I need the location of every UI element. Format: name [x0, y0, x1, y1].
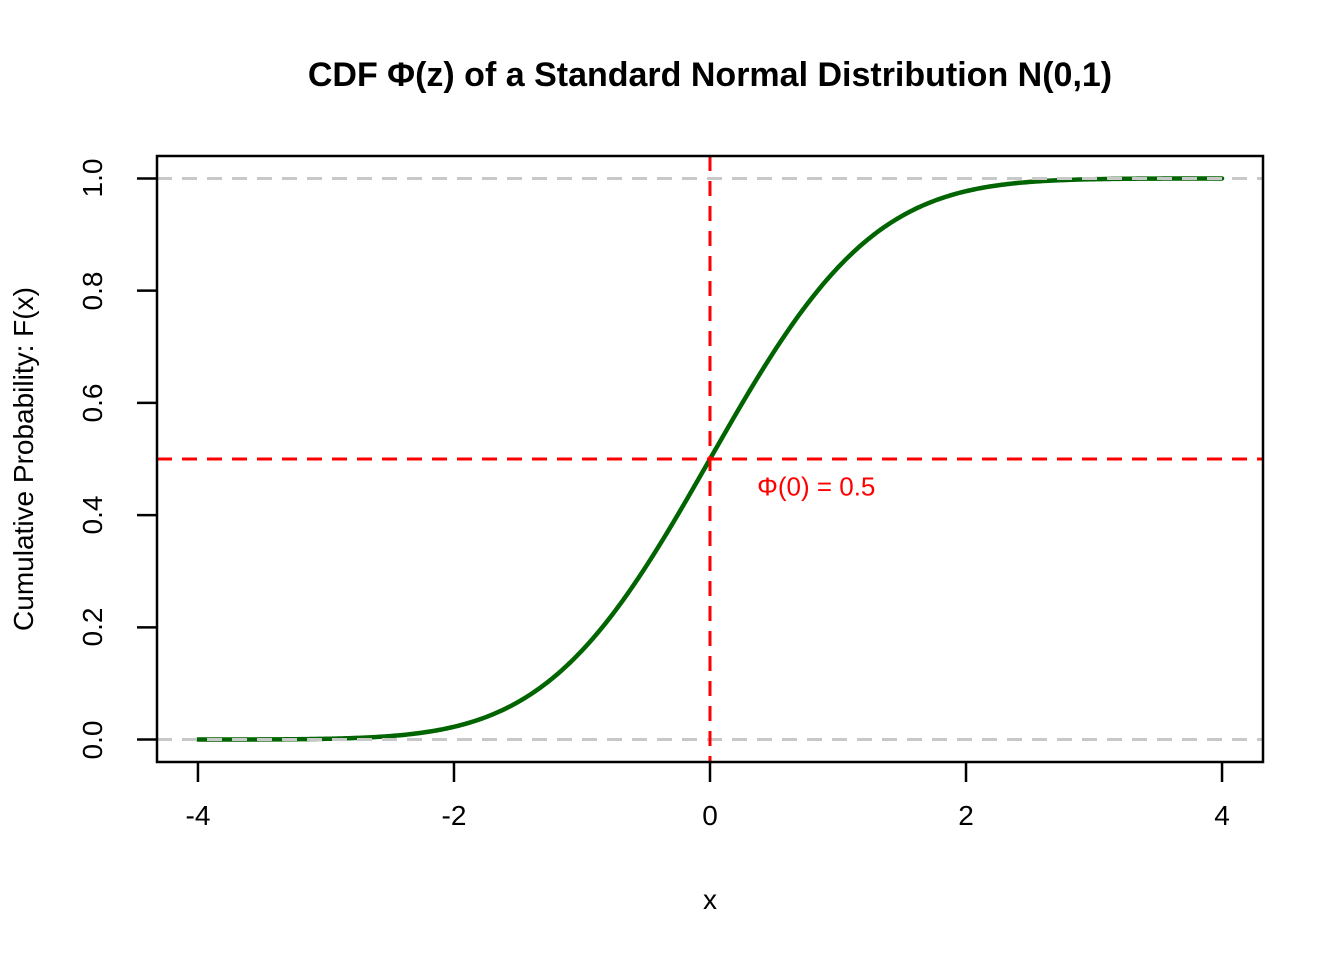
y-tick-label-0.8: 0.8: [77, 271, 108, 311]
y-axis-title: Cumulative Probability: F(x): [8, 287, 39, 631]
x-axis-title: x: [703, 884, 717, 915]
x-tick-label-2: 2: [958, 800, 974, 831]
reference-lines: [157, 156, 1263, 762]
y-tick-label-1.0: 1.0: [77, 158, 108, 198]
axes: [137, 154, 1265, 782]
y-tick-label-0.6: 0.6: [77, 383, 108, 423]
chart-title: CDF Φ(z) of a Standard Normal Distributi…: [307, 56, 1113, 94]
x-tick-label--2: -2: [441, 800, 467, 831]
y-tick-label-0.0: 0.0: [77, 720, 108, 760]
y-tick-label-0.2: 0.2: [77, 607, 108, 647]
x-tick-label-0: 0: [702, 800, 718, 831]
x-tick-label--4: -4: [185, 800, 211, 831]
annotation-phi0: Φ(0) = 0.5: [757, 471, 876, 502]
x-tick-label-4: 4: [1214, 800, 1230, 831]
y-tick-label-0.4: 0.4: [77, 495, 108, 535]
